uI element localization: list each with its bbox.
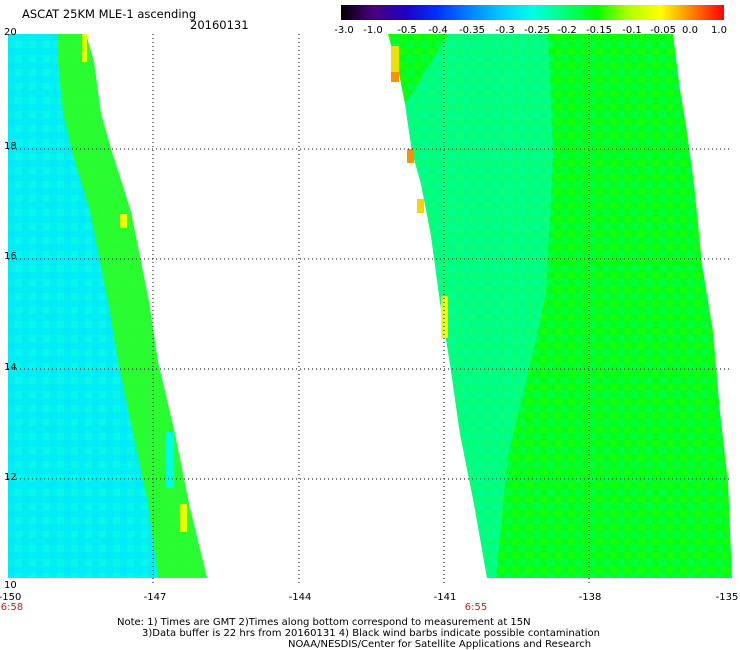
lon-label: -141 [433,592,457,603]
chart-date: 20160131 [190,18,249,32]
colorbar-label: 0.0 [682,25,698,36]
swath-cyan-band [405,34,553,578]
colorbar-label: -3.0 [334,25,354,36]
lat-label: 10 [4,580,17,591]
map-plot-area [8,34,732,586]
lon-label: -150 [0,592,22,603]
swath-highlight [180,504,187,532]
lat-label: 12 [4,472,17,483]
swath-highlight [417,199,424,213]
swath-highlight [391,46,399,74]
lon-label: -144 [288,592,312,603]
western-swath [8,34,207,578]
footnote-credit: NOAA/NESDIS/Center for Satellite Applica… [288,639,592,650]
footnote-line-1: Note: 1) Times are GMT 2)Times along bot… [117,617,531,628]
colorbar-label: -0.3 [495,25,515,36]
lat-label: 16 [4,251,17,262]
swath-highlight [82,34,87,62]
colorbar-label: -0.4 [428,25,448,36]
lat-label: 18 [4,141,17,152]
colorbar-label: -0.2 [557,25,577,36]
lon-label: -135 [715,592,739,603]
swath-highlight [120,214,127,228]
colorbar [341,5,724,20]
swath-highlight [407,149,414,163]
swath-time-east: 6:55 [464,602,488,613]
colorbar-label: -0.25 [524,25,550,36]
colorbar-label: -0.15 [586,25,612,36]
lat-label: 20 [4,27,17,38]
colorbar-label: 1.0 [711,25,727,36]
colorbar-label: -1.0 [363,25,383,36]
lon-label: -147 [143,592,167,603]
footnote-line-2: 3)Data buffer is 22 hrs from 20160131 4)… [142,628,600,639]
lat-label: 14 [4,362,17,373]
map-grid [8,34,732,586]
colorbar-gradient [341,5,724,20]
colorbar-label: -0.5 [397,25,417,36]
chart-title: ASCAT 25KM MLE-1 ascending [22,7,197,21]
swath-cyan-patch [166,432,174,488]
swath-time-west: 6:58 [0,602,24,613]
colorbar-label: -0.1 [622,25,642,36]
swath-highlight [441,296,448,338]
eastern-swath [388,34,732,578]
colorbar-label: -0.35 [459,25,485,36]
swath-highlight [391,72,399,82]
lon-label: -138 [578,592,602,603]
colorbar-label: -0.05 [650,25,676,36]
